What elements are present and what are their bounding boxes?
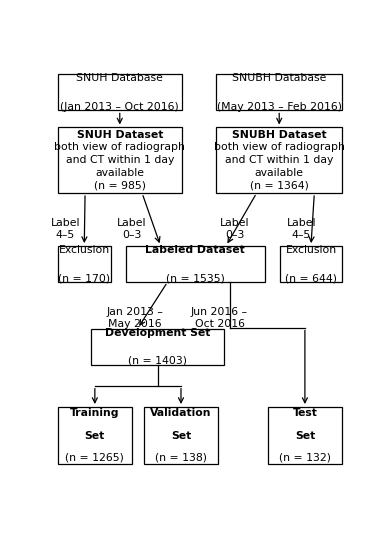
Text: SNUH Database: SNUH Database (76, 74, 163, 84)
Text: Set: Set (295, 431, 315, 441)
Text: (n = 1535): (n = 1535) (166, 273, 225, 283)
Text: available: available (95, 168, 144, 178)
FancyBboxPatch shape (58, 246, 111, 282)
Text: and CT within 1 day: and CT within 1 day (66, 155, 174, 165)
Text: Development Set: Development Set (105, 328, 210, 338)
Text: SNUBH Database: SNUBH Database (232, 74, 326, 84)
FancyBboxPatch shape (216, 74, 342, 111)
Text: (n = 1364): (n = 1364) (250, 181, 308, 191)
Text: both view of radiograph: both view of radiograph (54, 142, 185, 152)
Text: SNUBH Dataset: SNUBH Dataset (232, 130, 326, 140)
FancyBboxPatch shape (58, 128, 182, 193)
Text: (n = 138): (n = 138) (155, 453, 207, 463)
FancyBboxPatch shape (58, 407, 132, 464)
Text: (Jan 2013 – Oct 2016): (Jan 2013 – Oct 2016) (60, 102, 179, 112)
Text: Jan 2013 –
May 2016: Jan 2013 – May 2016 (106, 307, 163, 329)
Text: Label
4–5: Label 4–5 (51, 218, 80, 240)
Text: both view of radiograph: both view of radiograph (214, 142, 345, 152)
FancyBboxPatch shape (144, 407, 218, 464)
Text: (n = 644): (n = 644) (285, 273, 337, 283)
Text: available: available (255, 168, 304, 178)
Text: Set: Set (171, 431, 191, 441)
FancyBboxPatch shape (58, 74, 182, 111)
Text: Jun 2016 –
Oct 2016: Jun 2016 – Oct 2016 (191, 307, 248, 329)
Text: Labeled Dataset: Labeled Dataset (145, 245, 245, 255)
Text: SNUH Dataset: SNUH Dataset (76, 130, 163, 140)
FancyBboxPatch shape (126, 246, 265, 282)
Text: Label
4–5: Label 4–5 (286, 218, 316, 240)
Text: Label
0–3: Label 0–3 (117, 218, 147, 240)
Text: (n = 170): (n = 170) (58, 273, 110, 283)
Text: (n = 132): (n = 132) (279, 453, 331, 463)
FancyBboxPatch shape (91, 328, 224, 365)
Text: Exclusion: Exclusion (59, 245, 110, 255)
FancyBboxPatch shape (280, 246, 342, 282)
Text: (n = 1265): (n = 1265) (66, 453, 124, 463)
Text: (May 2013 – Feb 2016): (May 2013 – Feb 2016) (217, 102, 342, 112)
Text: (n = 1403): (n = 1403) (128, 356, 187, 366)
Text: Training: Training (70, 408, 120, 418)
Text: Validation: Validation (150, 408, 212, 418)
Text: (n = 985): (n = 985) (94, 181, 146, 191)
FancyBboxPatch shape (216, 128, 342, 193)
Text: Set: Set (85, 431, 105, 441)
Text: Exclusion: Exclusion (285, 245, 337, 255)
Text: Test: Test (292, 408, 317, 418)
FancyBboxPatch shape (268, 407, 342, 464)
Text: Label
0–3: Label 0–3 (220, 218, 249, 240)
Text: and CT within 1 day: and CT within 1 day (225, 155, 333, 165)
